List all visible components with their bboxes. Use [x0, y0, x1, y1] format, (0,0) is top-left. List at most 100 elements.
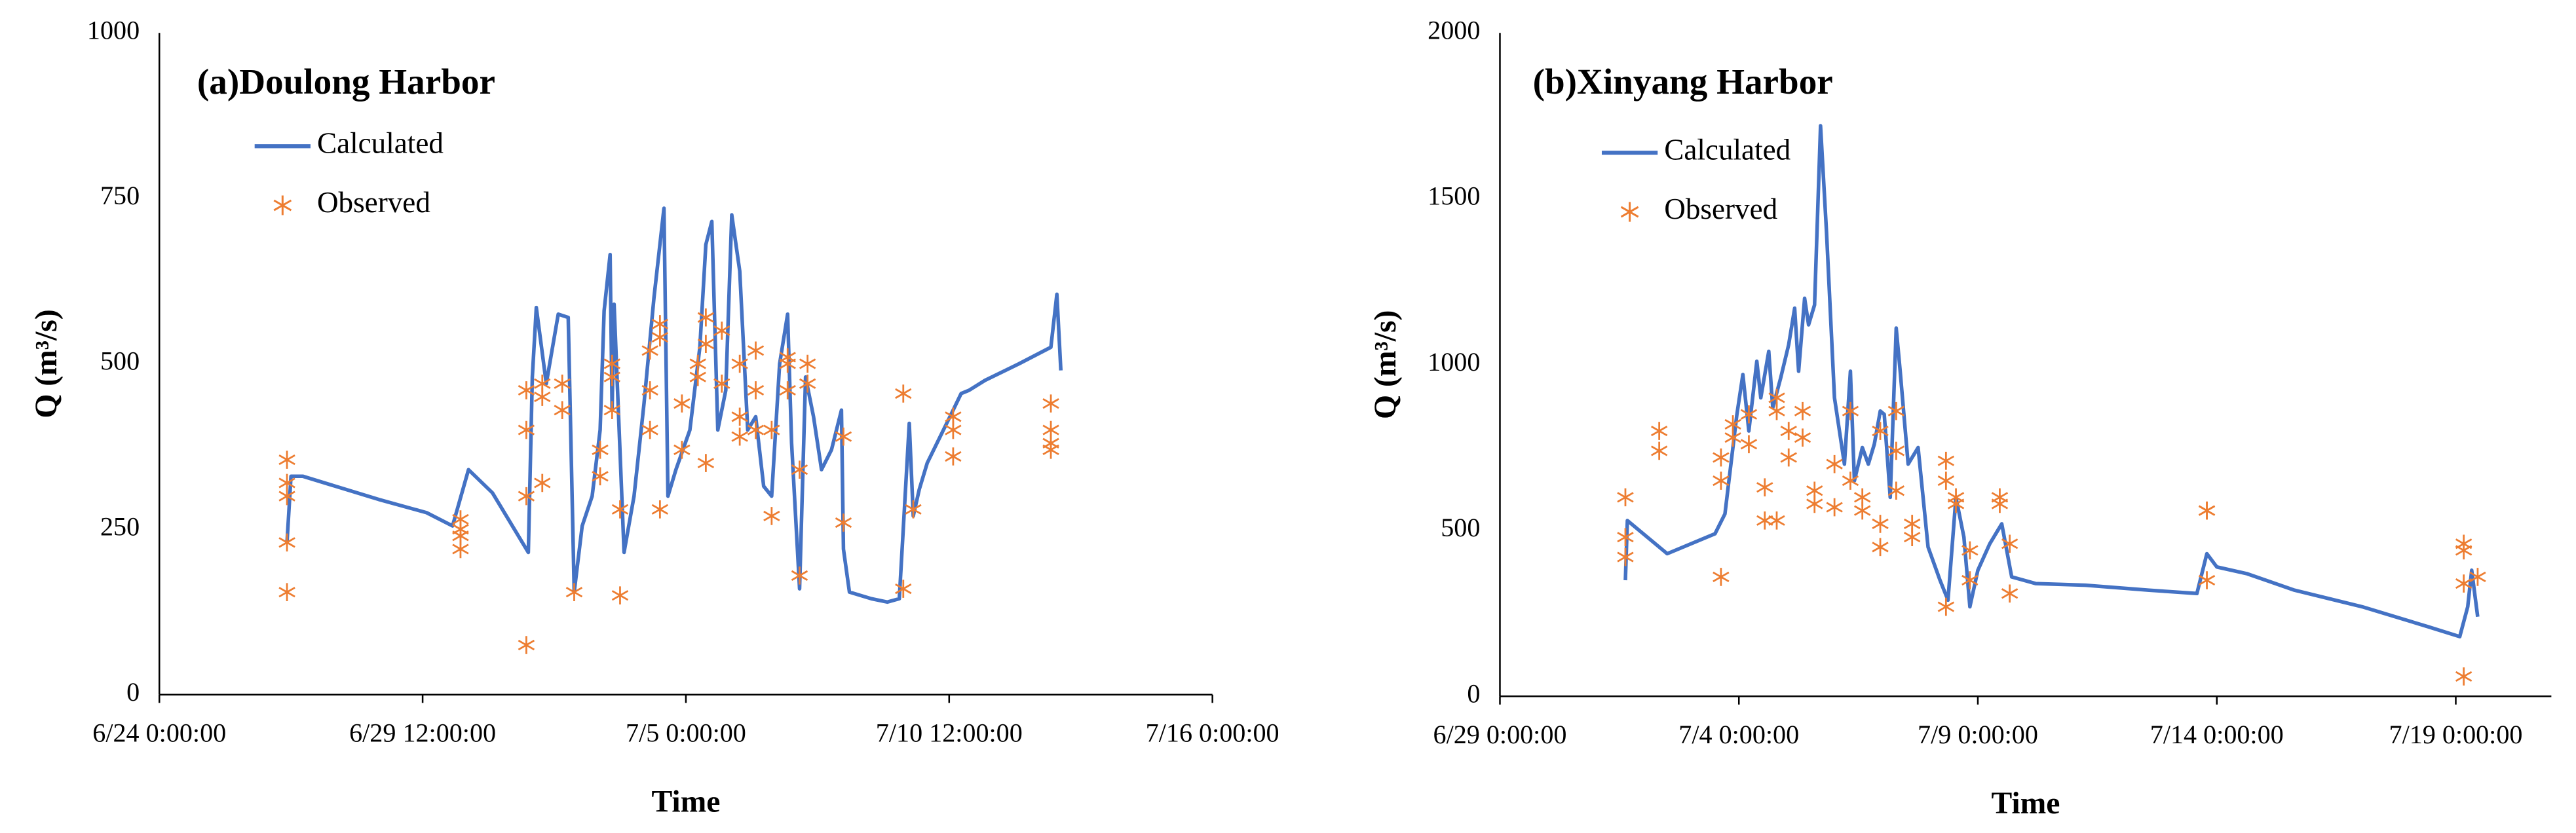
observed-marker — [1826, 454, 1843, 473]
observed-marker — [2455, 541, 2472, 560]
observed-marker — [1806, 481, 1823, 500]
legend-marker — [1620, 202, 1639, 222]
observed-marker — [1780, 422, 1797, 440]
legend-label: Calculated — [1664, 134, 1790, 166]
observed-marker — [835, 427, 852, 446]
observed-marker — [697, 335, 715, 353]
observed-marker — [945, 407, 962, 426]
observed-marker — [779, 381, 796, 399]
observed-marker — [518, 381, 535, 399]
x-tick-label: 7/5 0:00:00 — [626, 718, 746, 748]
legend-label: Observed — [317, 186, 430, 219]
observed-marker — [518, 420, 535, 439]
observed-marker — [799, 354, 816, 373]
x-axis-title: Time — [651, 785, 720, 819]
y-tick-label: 1500 — [1428, 181, 1480, 211]
observed-marker — [1937, 472, 1955, 490]
observed-marker — [534, 375, 551, 393]
observed-marker — [1794, 428, 1811, 447]
observed-marker — [518, 636, 535, 654]
observed-marker — [1713, 472, 1730, 490]
calculated-line — [285, 206, 1063, 604]
observed-marker — [1887, 481, 1905, 500]
observed-marker — [945, 447, 962, 466]
chart-title: (a)Doulong Harbor — [197, 62, 495, 102]
observed-marker — [278, 583, 295, 601]
observed-marker — [1617, 547, 1634, 566]
observed-marker — [731, 427, 748, 446]
observed-marker — [592, 467, 609, 486]
observed-marker — [1650, 441, 1668, 460]
observed-marker — [1713, 568, 1730, 586]
x-axis-title: Time — [1991, 787, 2060, 821]
legend-label: Observed — [1664, 193, 1777, 225]
observed-marker — [1961, 541, 1979, 560]
observed-marker — [1991, 494, 2009, 513]
x-tick-label: 7/10 12:00:00 — [876, 718, 1023, 748]
x-tick-label: 6/24 0:00:00 — [92, 718, 226, 748]
observed-marker — [611, 500, 629, 519]
observed-marker — [747, 420, 765, 439]
observed-marker — [1872, 538, 1889, 557]
observed-marker — [1887, 401, 1905, 420]
observed-marker — [2198, 571, 2216, 589]
x-tick-label: 7/4 0:00:00 — [1678, 720, 1799, 749]
y-tick-label: 0 — [1467, 679, 1480, 709]
observed-marker — [554, 375, 571, 393]
observed-marker — [1740, 435, 1758, 454]
legend-marker — [273, 195, 292, 215]
observed-marker — [1780, 448, 1797, 467]
observed-marker — [278, 473, 295, 492]
observed-marker — [1768, 388, 1785, 407]
legend-label: Calculated — [317, 127, 444, 160]
observed-marker — [1713, 448, 1730, 467]
observed-marker — [713, 375, 730, 393]
observed-marker — [1854, 488, 1871, 507]
observed-marker — [2001, 584, 2018, 603]
observed-marker — [651, 500, 669, 519]
observed-marker — [565, 583, 583, 601]
observed-marker — [554, 401, 571, 420]
observed-marker — [895, 580, 912, 598]
x-tick-label: 7/9 0:00:00 — [1918, 720, 2038, 749]
observed-marker — [641, 341, 658, 360]
observed-marker — [2455, 574, 2472, 593]
y-tick-label: 500 — [100, 346, 140, 376]
y-axis-title: Q (m³/s) — [1369, 310, 1403, 419]
observed-marker — [452, 520, 469, 538]
observed-marker — [1937, 451, 1955, 470]
observed-marker — [518, 487, 535, 506]
observed-marker — [278, 533, 295, 552]
observed-marker — [1826, 498, 1843, 517]
observed-marker — [763, 420, 780, 439]
observed-marker — [697, 308, 715, 327]
y-tick-label: 750 — [100, 181, 140, 210]
observed-marker — [1947, 494, 1965, 513]
observed-marker — [534, 473, 551, 492]
observed-marker — [1042, 394, 1059, 413]
observed-marker — [1756, 478, 1773, 496]
observed-marker — [1650, 422, 1668, 440]
observed-marker — [603, 401, 620, 420]
observed-marker — [452, 540, 469, 559]
observed-marker — [1961, 571, 1979, 589]
observed-marker — [1842, 472, 1859, 490]
observed-marker — [603, 354, 620, 373]
observed-marker — [763, 507, 780, 525]
x-tick-label: 7/14 0:00:00 — [2150, 720, 2284, 749]
y-tick-label: 500 — [1441, 513, 1480, 542]
observed-marker — [2198, 501, 2216, 520]
observed-marker — [2001, 534, 2018, 553]
observed-marker — [1740, 405, 1758, 424]
observed-marker — [689, 354, 706, 373]
observed-marker — [791, 566, 808, 585]
observed-marker — [1794, 401, 1811, 420]
observed-marker — [1872, 515, 1889, 533]
observed-marker — [1903, 528, 1921, 546]
observed-marker — [779, 354, 796, 373]
observed-marker — [1842, 401, 1859, 420]
observed-marker — [278, 451, 295, 469]
observed-marker — [2469, 568, 2486, 586]
